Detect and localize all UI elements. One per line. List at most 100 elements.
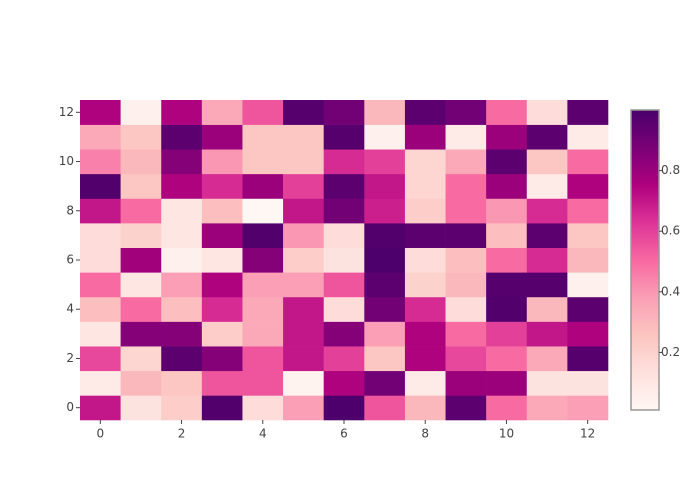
heatmap-cell <box>486 272 528 298</box>
heatmap-cell <box>201 321 243 347</box>
heatmap-cell <box>364 370 406 396</box>
heatmap-cell <box>404 100 446 125</box>
heatmap-cell <box>486 346 528 372</box>
heatmap-cell <box>120 223 162 248</box>
heatmap-cell <box>486 395 528 421</box>
heatmap-cell <box>161 395 203 421</box>
heatmap-cell <box>80 272 121 298</box>
heatmap-cell <box>445 100 487 125</box>
heatmap-cell <box>567 223 609 248</box>
heatmap-cell <box>526 100 568 125</box>
heatmap-cell <box>567 124 609 150</box>
heatmap-cell <box>445 370 487 396</box>
heatmap-cell <box>404 321 446 347</box>
heatmap-cell <box>526 198 568 224</box>
heatmap-cell <box>323 247 365 273</box>
x-tick-label: 10 <box>499 427 514 441</box>
x-tick-label: 6 <box>340 427 348 441</box>
heatmap-cell <box>80 346 121 372</box>
heatmap-cell <box>242 272 284 298</box>
heatmap-cell <box>283 247 324 273</box>
heatmap-cell <box>567 296 609 322</box>
heatmap-cell <box>323 370 365 396</box>
heatmap-cell <box>364 173 406 199</box>
colorbar-tick-label: 0.6 <box>661 224 680 238</box>
heatmap-cell <box>161 223 203 248</box>
heatmap-cell <box>323 296 365 322</box>
x-tick-label: 12 <box>580 427 595 441</box>
y-tick-label: 12 <box>59 105 74 119</box>
heatmap-cell <box>445 149 487 175</box>
heatmap-cell <box>120 370 162 396</box>
heatmap-cell <box>323 223 365 248</box>
heatmap-cell <box>80 198 121 224</box>
heatmap-cell <box>404 395 446 421</box>
heatmap-cell <box>283 173 324 199</box>
heatmap-cell <box>526 321 568 347</box>
colorbar-tick-label: 0.2 <box>661 345 680 359</box>
heatmap-cell <box>283 198 324 224</box>
heatmap-cell <box>242 100 284 125</box>
heatmap-cell <box>120 395 162 421</box>
heatmap-cell <box>242 223 284 248</box>
heatmap-cell <box>161 370 203 396</box>
heatmap-cell <box>161 346 203 372</box>
heatmap-cell <box>445 395 487 421</box>
heatmap-cell <box>283 346 324 372</box>
heatmap-cell <box>242 247 284 273</box>
heatmap-cell <box>364 149 406 175</box>
y-tick-label: 2 <box>66 351 74 365</box>
heatmap-cell <box>201 173 243 199</box>
heatmap-cell <box>567 321 609 347</box>
heatmap-cell <box>201 223 243 248</box>
heatmap-cell <box>364 223 406 248</box>
heatmap-cell <box>364 100 406 125</box>
heatmap-cell <box>161 321 203 347</box>
heatmap-cell <box>364 395 406 421</box>
heatmap-cell <box>404 272 446 298</box>
heatmap-cell <box>80 173 121 199</box>
heatmap-cell <box>201 296 243 322</box>
heatmap-cell <box>445 173 487 199</box>
heatmap-cell <box>283 370 324 396</box>
heatmap-cell <box>486 247 528 273</box>
heatmap-cell <box>161 198 203 224</box>
heatmap-cell <box>323 321 365 347</box>
heatmap-cell <box>486 321 528 347</box>
heatmap-cell <box>567 395 609 421</box>
heatmap-cell <box>445 296 487 322</box>
heatmap-cell <box>80 223 121 248</box>
heatmap-cell <box>201 395 243 421</box>
x-tick-label: 2 <box>178 427 186 441</box>
heatmap-cell <box>445 321 487 347</box>
heatmap-cell <box>567 247 609 273</box>
heatmap-cell <box>201 149 243 175</box>
x-tick-label: 4 <box>259 427 267 441</box>
heatmap-cell <box>201 198 243 224</box>
heatmap-cell <box>242 321 284 347</box>
colorbar-tick-label: 0.4 <box>661 284 680 298</box>
heatmap-cell <box>80 370 121 396</box>
heatmap-cell <box>526 173 568 199</box>
heatmap-cell <box>283 149 324 175</box>
heatmap-cell <box>283 272 324 298</box>
heatmap-cell <box>283 321 324 347</box>
heatmap-cell <box>120 247 162 273</box>
y-tick-label: 0 <box>66 400 74 414</box>
heatmap-cell <box>201 346 243 372</box>
colorbar-tick-label: 0.8 <box>661 163 680 177</box>
heatmap-cell <box>120 272 162 298</box>
heatmap-cell <box>445 198 487 224</box>
heatmap-cell <box>364 124 406 150</box>
heatmap-cell <box>526 395 568 421</box>
heatmap-cell <box>242 173 284 199</box>
heatmap-cell <box>323 272 365 298</box>
heatmap-cell <box>80 321 121 347</box>
heatmap-cell <box>486 198 528 224</box>
x-tick-label: 0 <box>96 427 104 441</box>
heatmap-cell <box>567 346 609 372</box>
heatmap-cell <box>445 223 487 248</box>
heatmap-cell <box>526 296 568 322</box>
heatmap-cell <box>120 198 162 224</box>
